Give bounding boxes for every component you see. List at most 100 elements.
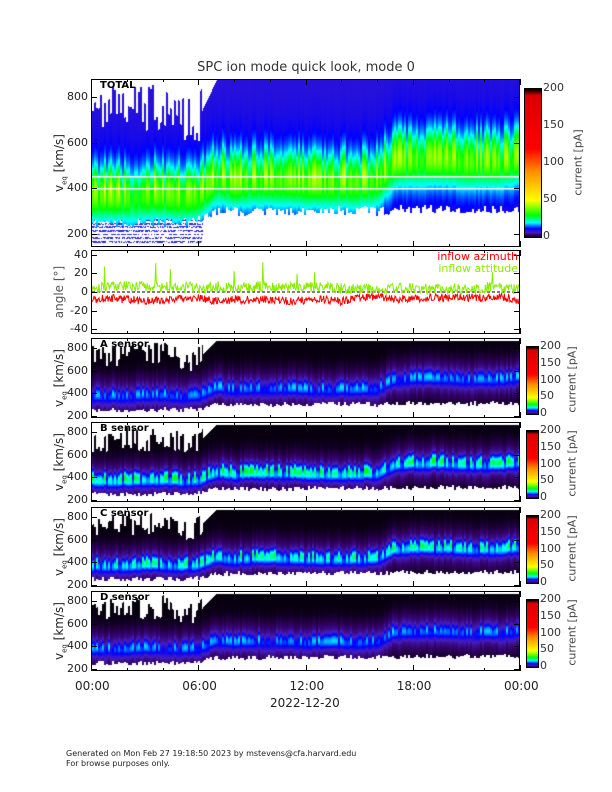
sensor-d-ytick <box>91 646 97 648</box>
sensor-a-xtick-top <box>341 338 343 341</box>
total-xtick <box>520 241 521 247</box>
sensor-b-xtick <box>305 496 307 502</box>
chart-title: SPC ion mode quick look, mode 0 <box>197 60 415 75</box>
sensor-b-ytick-label: 400 <box>67 470 88 484</box>
angle-legend: inflow azimuth inflow attitude <box>437 251 518 275</box>
angle-ytick-right <box>514 254 520 256</box>
sensor-a-xtick <box>234 415 235 418</box>
sensor-b-ytick-label: 200 <box>67 492 88 506</box>
sensor-d-xtick-top <box>484 591 486 594</box>
sensor-b-xtick-top <box>448 422 450 425</box>
sensor-a-xtick-top <box>448 338 450 341</box>
ylabel-main: v <box>52 184 66 192</box>
ylabel-sub: eq <box>60 176 69 185</box>
ylabel-units: [km/s] <box>52 602 66 645</box>
total-ytick-label: 200 <box>67 226 88 240</box>
sensor-c-ytick-label: 800 <box>67 510 88 524</box>
sensor-d-y-axis-label: veq [km/s] <box>52 591 68 671</box>
sensor-a-xtick <box>198 412 200 418</box>
sensor-a-xtick <box>91 412 92 418</box>
angle-xtick <box>412 328 414 334</box>
sensor-c-xtick-top <box>126 507 128 510</box>
sensor-b-ytick-right <box>514 432 520 434</box>
total-xtick-top <box>484 79 486 82</box>
total-xtick-top <box>305 79 307 85</box>
sensor-d-xtick-top <box>126 591 128 594</box>
sensor-a-xtick <box>341 415 343 418</box>
sensor-d-colorbar-tick-label: 200 <box>540 592 561 605</box>
sensor-c-colorbar <box>526 515 539 584</box>
total-xtick-top <box>412 79 414 85</box>
sensor-b-ytick-label: 800 <box>67 425 88 439</box>
angle-xtick-top <box>162 250 164 253</box>
total-xtick-top <box>377 79 378 82</box>
angle-xtick <box>484 331 486 334</box>
sensor-c-xtick-top <box>412 507 414 513</box>
sensor-b-xtick-top <box>377 422 378 425</box>
total-ytick-label: 400 <box>67 181 88 195</box>
sensor-a-xtick <box>162 415 164 418</box>
total-xtick <box>377 244 378 247</box>
x-axis-date: 2022-12-20 <box>270 696 340 710</box>
x-tick-label: 18:00 <box>396 679 432 693</box>
angle-ytick-label: 40 <box>74 247 88 261</box>
angle-ytick-label: -40 <box>70 322 88 336</box>
total-xtick <box>198 241 200 247</box>
angle-xtick-top <box>448 250 450 253</box>
total-ytick-right <box>514 142 520 144</box>
sensor-c-xtick-top <box>91 507 92 513</box>
angle-xtick <box>305 328 307 334</box>
sensor-d-xtick-top <box>377 591 378 594</box>
sensor-d-xtick-top <box>91 591 92 597</box>
sensor-b-xtick <box>269 499 271 502</box>
sensor-a-ytick <box>91 348 97 350</box>
angle-xtick <box>162 331 164 334</box>
total-ytick <box>91 142 97 144</box>
sensor-c-xtick <box>234 584 235 587</box>
total-colorbar-tick-label: 50 <box>543 192 557 205</box>
total-xtick-top <box>198 79 200 85</box>
sensor-d-xtick <box>484 668 486 671</box>
sensor-b-xtick <box>520 496 521 502</box>
sensor-b-ytick-right <box>514 454 520 456</box>
sensor-a-ytick-label: 400 <box>67 386 88 400</box>
sensor-d-xtick-top <box>162 591 164 594</box>
sensor-b-colorbar-tick-label: 0 <box>540 490 547 503</box>
sensor-c-spectrogram <box>92 508 519 586</box>
sensor-c-ytick <box>91 539 97 541</box>
total-spectrogram-panel: TOTAL <box>91 79 520 247</box>
sensor-d-colorbar-tick-label: 150 <box>540 608 561 622</box>
sensor-a-xtick <box>269 415 271 418</box>
sensor-a-xtick <box>126 415 128 418</box>
total-colorbar-tick-label: 150 <box>543 118 564 131</box>
ylabel-sub: eq <box>60 391 69 400</box>
angle-xtick-top <box>126 250 128 253</box>
sensor-b-xtick <box>234 499 235 502</box>
ylabel-units: [km/s] <box>52 518 66 561</box>
sensor-b-xtick-top <box>91 422 92 428</box>
sensor-a-colorbar-tick-label: 50 <box>540 389 554 403</box>
angle-y-axis-label: angle [°] <box>52 265 66 319</box>
total-xtick-top <box>162 79 164 82</box>
sensor-b-xtick-top <box>162 422 164 425</box>
angle-xtick <box>126 331 128 334</box>
sensor-a-ytick-right <box>514 393 520 395</box>
angle-xtick <box>91 328 92 334</box>
ylabel-main: v <box>52 399 66 407</box>
sensor-d-ytick-label: 600 <box>67 616 88 630</box>
sensor-c-colorbar-label: current [pA] <box>565 515 579 582</box>
sensor-c-ytick-label: 200 <box>67 577 88 591</box>
angle-xtick-top <box>269 250 271 253</box>
sensor-a-xtick <box>484 415 486 418</box>
sensor-d-xtick-top <box>305 591 307 597</box>
total-xtick <box>412 241 414 247</box>
total-y-axis-label: veq [km/s] <box>52 123 69 203</box>
sensor-c-xtick <box>448 584 450 587</box>
sensor-a-ytick-right <box>514 370 520 372</box>
sensor-b-xtick <box>448 499 450 502</box>
total-xtick <box>269 244 271 247</box>
total-spectrogram <box>92 80 519 246</box>
sensor-b-xtick <box>162 499 164 502</box>
legend-azimuth: inflow azimuth <box>437 250 518 263</box>
sensor-d-xtick <box>341 668 343 671</box>
